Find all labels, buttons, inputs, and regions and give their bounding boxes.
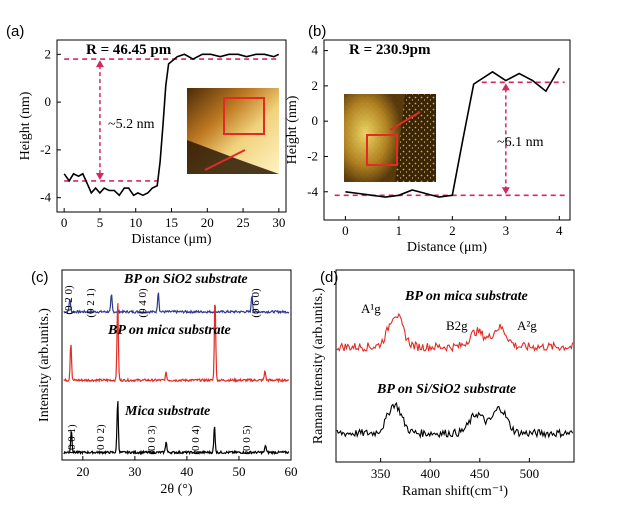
step-height-annotation: ~6.1 nm xyxy=(497,135,544,150)
y-tick-label: -4 xyxy=(40,190,51,205)
x-tick-label: 5 xyxy=(97,215,104,230)
x-tick-label: 0 xyxy=(342,223,349,238)
panel-label-d: (d) xyxy=(320,269,338,286)
y-tick-label: -4 xyxy=(307,184,318,199)
y-axis-label: Height (nm) xyxy=(18,91,33,160)
x-axis-label: 2θ (°) xyxy=(160,482,192,497)
xrd-peak-label: (0 0 5) xyxy=(241,425,253,455)
afm-scan-line xyxy=(204,149,246,171)
roughness-annotation: R = 230.9pm xyxy=(349,42,431,58)
y-tick-label: -2 xyxy=(40,142,51,157)
arrow-head-up xyxy=(95,60,104,68)
afm-roi-box xyxy=(223,97,265,135)
xrd-peak-label: (0 0 1) xyxy=(66,424,78,454)
xrd-mica-bp-series xyxy=(63,303,290,384)
y-axis-label: Height (nm) xyxy=(285,95,300,164)
arrow-head-down xyxy=(95,172,104,180)
x-tick-label: 40 xyxy=(180,464,193,479)
x-axis-label: Distance (μm) xyxy=(131,232,212,247)
xrd-peak-label: (0 2 1) xyxy=(85,288,97,318)
y-axis-label: Raman intensity (arb.units.) xyxy=(311,288,326,445)
step-height-annotation: ~5.2 nm xyxy=(108,117,155,132)
x-tick-label: 15 xyxy=(165,215,178,230)
x-tick-label: 30 xyxy=(272,215,285,230)
xrd-peak-label: (0 6 0) xyxy=(250,288,262,318)
plot-frame xyxy=(335,269,575,463)
raman-sio2-series xyxy=(336,401,574,439)
afm-roi-box xyxy=(366,134,398,166)
xrd-peak-label: (0 2 0) xyxy=(63,285,75,315)
panel-d: 350 400 450 500 Raman shift(cm⁻¹) Raman inten… xyxy=(311,269,575,499)
x-tick-label: 20 xyxy=(201,215,214,230)
x-tick-label: 10 xyxy=(129,215,142,230)
x-tick-label: 1 xyxy=(396,223,403,238)
x-tick-label: 3 xyxy=(503,223,510,238)
x-tick-label: 0 xyxy=(61,215,68,230)
plot-frame xyxy=(61,269,292,461)
xrd-peak-label: (0 0 4) xyxy=(190,425,202,455)
series-label-sio2: BP on SiO2 substrate xyxy=(123,272,248,287)
y-tick-label: 4 xyxy=(312,43,319,58)
x-tick-label: 25 xyxy=(237,215,250,230)
xrd-peak-label: (0 0 3) xyxy=(146,425,158,455)
raman-peak-label: B2g xyxy=(446,318,468,333)
x-tick-label: 500 xyxy=(520,466,540,481)
x-tick-label: 4 xyxy=(556,223,563,238)
x-tick-label: 30 xyxy=(128,464,141,479)
arrow-head-down xyxy=(501,187,510,195)
y-axis-label: Intensity (arb.units.) xyxy=(37,308,52,422)
panel-label-c: (c) xyxy=(31,269,49,286)
x-tick-label: 50 xyxy=(232,464,245,479)
xrd-peak-label: (0 4 0) xyxy=(137,288,149,318)
panel-c: 20 30 40 50 60 2θ (°) Intensity (arb.units.) BP… xyxy=(37,269,298,497)
panel-b: 0 1 2 3 4 4 2 0 -2 -4 Distance (μm) Height (nm) R = … xyxy=(285,39,571,255)
afm-scan-line xyxy=(389,111,421,131)
x-tick-label: 2 xyxy=(449,223,456,238)
series-label-mica-bp: BP on mica substrate xyxy=(404,289,528,304)
x-tick-label: 400 xyxy=(420,466,440,481)
roughness-annotation: R = 46.45 pm xyxy=(86,42,172,58)
arrow-head-up xyxy=(501,83,510,91)
x-axis-label: Distance (μm) xyxy=(407,240,488,255)
x-tick-label: 20 xyxy=(76,464,89,479)
raman-peak-label: A¹g xyxy=(361,301,381,316)
x-axis-label: Raman shift(cm⁻¹) xyxy=(402,484,508,499)
x-tick-label: 60 xyxy=(285,464,298,479)
series-label-mica-substrate: Mica substrate xyxy=(124,404,210,419)
y-tick-label: 2 xyxy=(45,46,52,61)
raman-mica-series xyxy=(336,312,574,353)
height-profile-line xyxy=(345,67,560,198)
xrd-peak-label: (0 0 2) xyxy=(95,424,107,454)
panel-label-b: (b) xyxy=(308,23,326,40)
afm-dark-region xyxy=(187,140,279,174)
plot-frame xyxy=(323,39,571,221)
panel-label-a: (a) xyxy=(6,23,24,40)
xrd-sio2-series xyxy=(63,292,290,315)
y-tick-label: 2 xyxy=(312,78,319,93)
series-label-sio2: BP on Si/SiO2 substrate xyxy=(376,382,516,397)
y-tick-label: -2 xyxy=(307,148,318,163)
x-tick-label: 350 xyxy=(371,466,391,481)
height-profile-line xyxy=(63,53,280,197)
y-tick-label: 0 xyxy=(312,113,319,128)
x-tick-label: 450 xyxy=(470,466,490,481)
series-label-mica-bp: BP on mica substrate xyxy=(107,323,231,338)
xrd-mica-substrate-series xyxy=(63,401,290,456)
raman-peak-label: A²g xyxy=(517,318,537,333)
y-tick-label: 0 xyxy=(45,94,52,109)
afm-flake-region xyxy=(344,94,405,182)
